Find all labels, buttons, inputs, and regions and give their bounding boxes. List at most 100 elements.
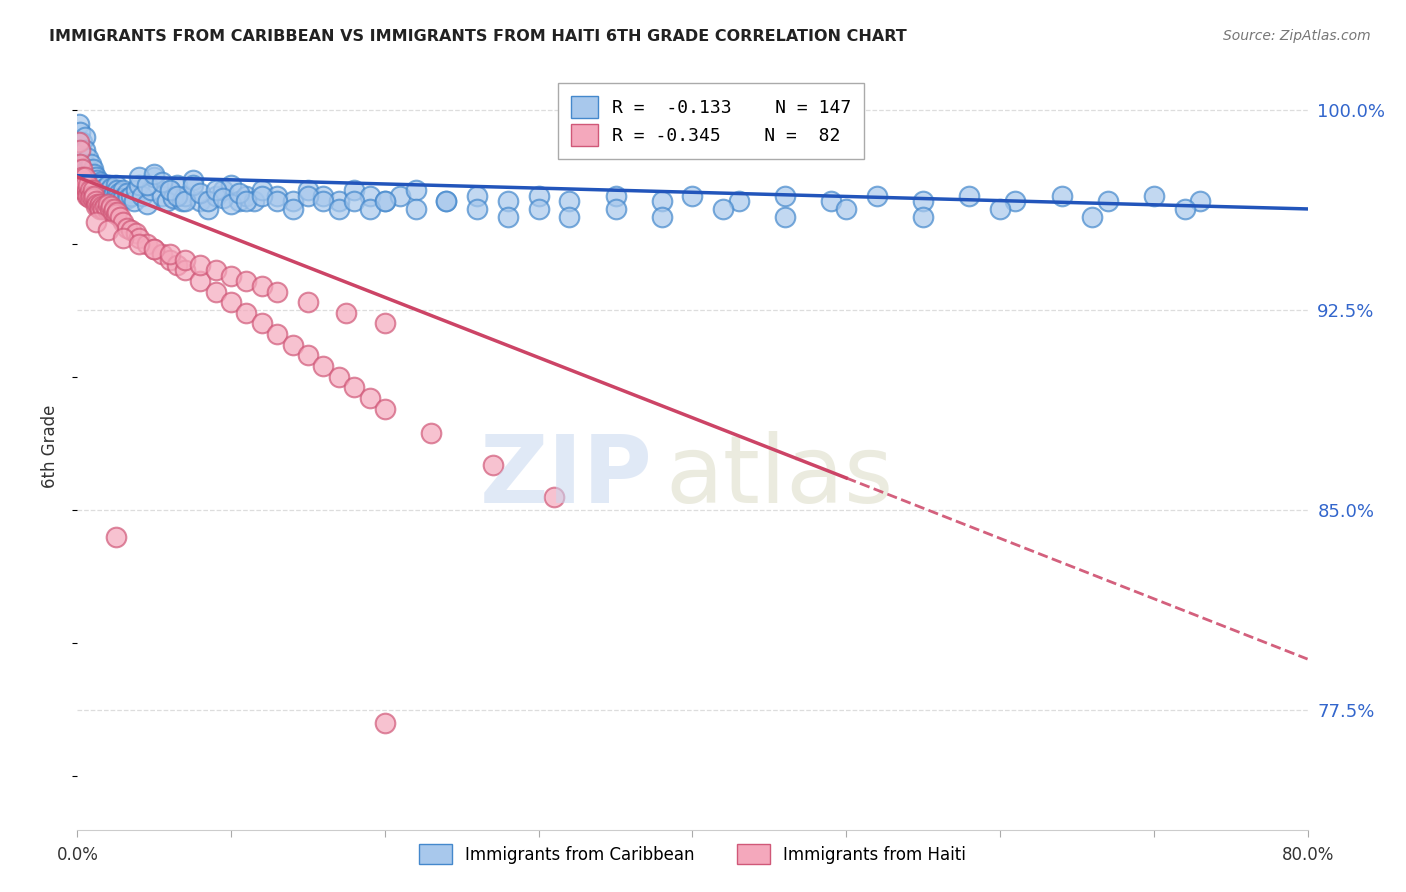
Point xyxy=(143,242,166,256)
Point xyxy=(188,258,212,272)
Point xyxy=(76,188,98,202)
Point xyxy=(117,191,139,205)
Point xyxy=(135,178,157,192)
Point xyxy=(651,210,673,224)
Point xyxy=(77,188,100,202)
Point xyxy=(72,183,94,197)
Text: 0.0%: 0.0% xyxy=(56,846,98,863)
Point xyxy=(135,236,157,251)
Point xyxy=(174,252,197,267)
Text: Source: ZipAtlas.com: Source: ZipAtlas.com xyxy=(1223,29,1371,43)
Point xyxy=(204,188,226,202)
Point xyxy=(343,194,366,208)
Point xyxy=(374,194,396,208)
Point xyxy=(73,178,96,192)
Point xyxy=(359,202,381,216)
Point xyxy=(281,194,304,208)
Point xyxy=(359,391,381,405)
Point xyxy=(143,242,166,256)
Point xyxy=(72,169,94,184)
Point xyxy=(103,186,125,200)
Point xyxy=(69,125,91,139)
Point xyxy=(465,202,488,216)
Point xyxy=(527,202,550,216)
Point xyxy=(374,317,396,331)
Point xyxy=(312,359,335,373)
Point xyxy=(69,144,91,158)
Point xyxy=(135,196,157,211)
Point xyxy=(76,183,98,197)
Point xyxy=(83,167,105,181)
Point xyxy=(90,186,114,200)
Legend: Immigrants from Caribbean, Immigrants from Haiti: Immigrants from Caribbean, Immigrants fr… xyxy=(412,838,973,871)
Point xyxy=(219,178,242,192)
Point xyxy=(266,327,288,342)
Point xyxy=(170,194,193,208)
Point xyxy=(77,178,100,192)
Point xyxy=(162,191,184,205)
Point xyxy=(228,194,250,208)
Point xyxy=(266,194,288,208)
Point xyxy=(250,279,273,293)
Point xyxy=(1097,194,1119,208)
Point xyxy=(110,210,132,224)
Point xyxy=(69,156,91,170)
Point xyxy=(82,161,104,176)
Point xyxy=(73,169,96,184)
Point xyxy=(89,202,111,216)
Point xyxy=(1050,188,1073,202)
Point xyxy=(70,151,93,165)
Point xyxy=(188,274,212,288)
Point xyxy=(1004,194,1026,208)
Point xyxy=(87,199,110,213)
Point xyxy=(98,183,121,197)
Point xyxy=(988,202,1011,216)
Point xyxy=(174,194,197,208)
Point xyxy=(98,202,121,216)
Point xyxy=(159,252,181,267)
Point xyxy=(101,204,124,219)
Point xyxy=(97,188,120,202)
Point xyxy=(83,188,105,202)
Point xyxy=(250,188,273,202)
Point xyxy=(143,167,166,181)
Point xyxy=(100,199,122,213)
Point xyxy=(481,458,503,472)
Point xyxy=(94,188,117,202)
Point xyxy=(89,196,111,211)
Point xyxy=(166,188,188,202)
Point xyxy=(912,210,935,224)
Point xyxy=(150,175,173,189)
Point xyxy=(115,220,138,235)
Point xyxy=(912,194,935,208)
Point xyxy=(235,274,257,288)
Point xyxy=(150,188,173,202)
Text: atlas: atlas xyxy=(665,431,894,523)
Point xyxy=(228,186,250,200)
Point xyxy=(436,194,458,208)
Point xyxy=(104,188,127,202)
Point xyxy=(328,369,350,384)
Point xyxy=(70,169,93,184)
Point xyxy=(141,183,163,197)
Point xyxy=(80,188,103,202)
Point xyxy=(204,183,226,197)
Point xyxy=(94,180,117,194)
Text: IMMIGRANTS FROM CARIBBEAN VS IMMIGRANTS FROM HAITI 6TH GRADE CORRELATION CHART: IMMIGRANTS FROM CARIBBEAN VS IMMIGRANTS … xyxy=(49,29,907,44)
Point xyxy=(651,194,673,208)
Text: 80.0%: 80.0% xyxy=(1281,846,1334,863)
Point xyxy=(67,136,90,150)
Point xyxy=(155,194,177,208)
Point xyxy=(297,348,319,362)
Point xyxy=(250,183,273,197)
Point xyxy=(67,117,90,131)
Point xyxy=(711,202,734,216)
Point xyxy=(496,210,519,224)
Point xyxy=(120,223,142,237)
Point xyxy=(527,188,550,202)
Point xyxy=(266,188,288,202)
Point xyxy=(1174,202,1197,216)
Point xyxy=(73,156,96,170)
Point xyxy=(94,199,117,213)
Point xyxy=(93,202,115,216)
